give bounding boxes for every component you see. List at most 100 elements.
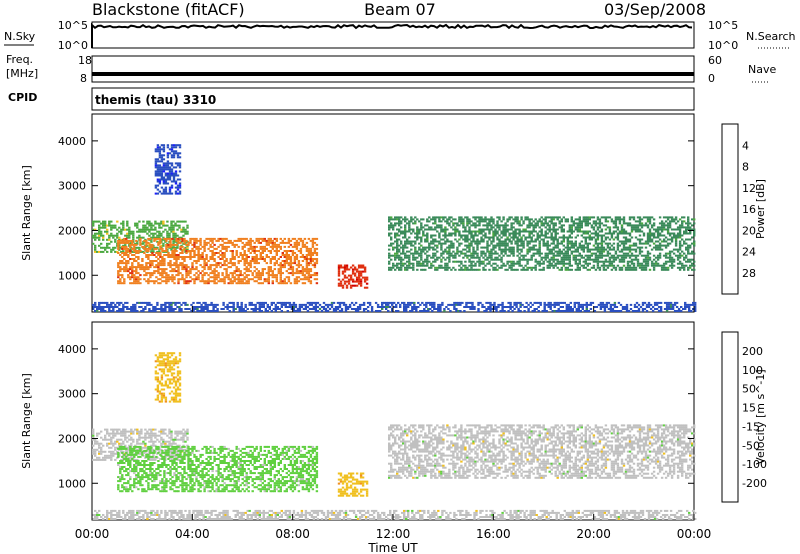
echo-cell	[160, 168, 164, 171]
echo-cell	[176, 144, 180, 147]
echo-cell	[472, 234, 475, 237]
echo-cell	[470, 252, 473, 255]
echo-cell	[569, 308, 572, 310]
echo-cell	[174, 224, 177, 227]
echo-cell	[520, 248, 523, 251]
echo-cell	[171, 237, 174, 240]
echo-cell	[516, 238, 519, 241]
echo-cell	[224, 306, 227, 308]
echo-cell	[658, 216, 662, 219]
echo-cell	[530, 230, 533, 233]
echo-cell	[693, 234, 696, 237]
echo-cell	[116, 232, 119, 235]
echo-cell	[251, 260, 254, 262]
echo-cell	[170, 220, 173, 223]
echo-cell	[253, 252, 256, 254]
echo-cell	[573, 303, 576, 306]
echo-cell	[504, 268, 507, 271]
echo-cell	[594, 230, 598, 233]
echo-cell	[94, 303, 97, 306]
echo-cell	[574, 222, 577, 225]
echo-cell	[227, 245, 230, 248]
echo-cell	[239, 254, 242, 256]
echo-cell	[301, 282, 305, 285]
echo-cell	[594, 232, 598, 235]
echo-cell	[620, 226, 624, 229]
echo-cell	[182, 234, 185, 237]
echo-cell	[164, 310, 167, 312]
echo-cell	[162, 164, 166, 167]
echo-cell	[573, 301, 576, 304]
echo-cell	[638, 224, 642, 227]
echo-cell	[478, 262, 481, 265]
echo-cell	[500, 252, 503, 255]
echo-cell	[624, 238, 628, 241]
echo-cell	[418, 242, 421, 245]
echo-cell	[363, 270, 367, 273]
echo-cell	[622, 246, 626, 249]
echo-cell	[129, 258, 132, 260]
echo-cell	[546, 248, 549, 251]
echo-cell	[177, 258, 180, 260]
echo-cell	[156, 158, 160, 161]
echo-cell	[226, 308, 229, 310]
echo-cell	[300, 303, 304, 306]
echo-cell	[658, 248, 662, 251]
echo-cell	[225, 272, 228, 275]
echo-cell	[394, 222, 397, 225]
echo-cell	[430, 240, 433, 243]
echo-cell	[472, 268, 475, 271]
echo-cell	[600, 236, 604, 239]
echo-cell	[145, 272, 148, 275]
echo-cell	[510, 260, 513, 263]
echo-cell	[418, 252, 421, 255]
echo-cell	[193, 241, 196, 244]
echo-cell	[504, 242, 507, 245]
echo-cell	[580, 230, 583, 233]
echo-cell	[390, 232, 393, 235]
echo-cell	[533, 308, 536, 310]
echo-cell	[172, 156, 176, 159]
echo-cell	[490, 256, 493, 259]
echo-cell	[606, 260, 610, 263]
echo-cell	[486, 258, 489, 261]
echo-cell	[197, 270, 200, 273]
echo-cell	[139, 241, 142, 244]
echo-cell	[456, 222, 459, 225]
echo-cell	[140, 230, 143, 233]
echo-cell	[508, 216, 511, 219]
echo-cell	[634, 268, 638, 271]
echo-cell	[691, 236, 694, 239]
echo-cell	[158, 230, 161, 233]
echo-cell	[230, 306, 233, 308]
echo-cell	[416, 252, 419, 255]
echo-cell	[548, 262, 551, 265]
echo-cell	[165, 268, 168, 271]
echo-cell	[592, 248, 596, 251]
echo-cell	[116, 220, 119, 223]
nsearch-label: N.Search	[746, 30, 796, 43]
echo-cell	[152, 308, 155, 310]
echo-cell	[193, 252, 196, 254]
echo-cell	[548, 236, 551, 239]
echo-cell	[670, 232, 674, 235]
echo-cell	[614, 216, 618, 219]
echo-cell	[174, 246, 177, 249]
echo-cell	[418, 264, 421, 267]
echo-cell	[138, 234, 141, 237]
echo-cell	[672, 248, 676, 251]
echo-cell	[662, 234, 666, 237]
echo-cell	[132, 306, 135, 308]
echo-cell	[678, 248, 682, 251]
echo-cell	[509, 303, 512, 306]
echo-cell	[229, 280, 232, 283]
echo-cell	[131, 274, 134, 277]
echo-cell	[642, 260, 646, 263]
echo-cell	[148, 308, 151, 310]
echo-cell	[279, 264, 282, 267]
echo-cell	[566, 268, 569, 271]
echo-cell	[670, 218, 674, 221]
echo-cell	[255, 254, 258, 256]
echo-cell	[504, 264, 507, 267]
echo-cell	[121, 274, 124, 277]
